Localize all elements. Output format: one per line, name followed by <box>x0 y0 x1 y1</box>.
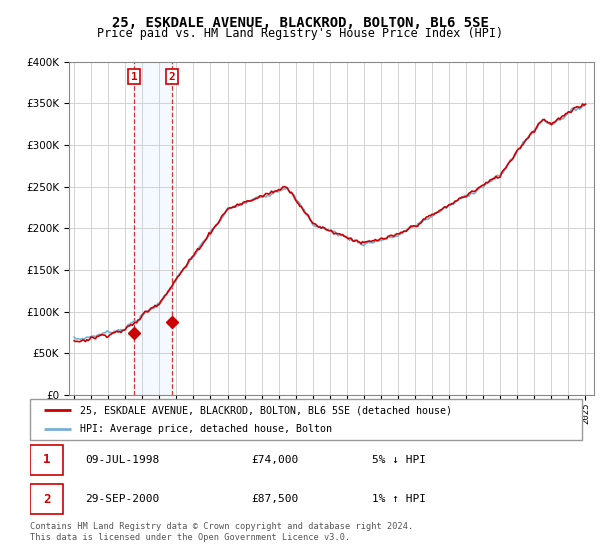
Text: 1% ↑ HPI: 1% ↑ HPI <box>372 494 426 504</box>
Text: Price paid vs. HM Land Registry's House Price Index (HPI): Price paid vs. HM Land Registry's House … <box>97 27 503 40</box>
Text: 1: 1 <box>131 72 137 82</box>
Text: £74,000: £74,000 <box>251 455 298 465</box>
Text: HPI: Average price, detached house, Bolton: HPI: Average price, detached house, Bolt… <box>80 424 332 433</box>
Text: 5% ↓ HPI: 5% ↓ HPI <box>372 455 426 465</box>
Text: This data is licensed under the Open Government Licence v3.0.: This data is licensed under the Open Gov… <box>30 533 350 542</box>
Text: 29-SEP-2000: 29-SEP-2000 <box>85 494 160 504</box>
FancyBboxPatch shape <box>30 484 63 514</box>
Text: 25, ESKDALE AVENUE, BLACKROD, BOLTON, BL6 5SE: 25, ESKDALE AVENUE, BLACKROD, BOLTON, BL… <box>112 16 488 30</box>
Text: 2: 2 <box>169 72 175 82</box>
Text: 09-JUL-1998: 09-JUL-1998 <box>85 455 160 465</box>
Text: Contains HM Land Registry data © Crown copyright and database right 2024.: Contains HM Land Registry data © Crown c… <box>30 522 413 531</box>
FancyBboxPatch shape <box>30 445 63 475</box>
Bar <box>134 62 172 395</box>
Text: 25, ESKDALE AVENUE, BLACKROD, BOLTON, BL6 5SE (detached house): 25, ESKDALE AVENUE, BLACKROD, BOLTON, BL… <box>80 405 452 415</box>
Text: 2: 2 <box>43 493 50 506</box>
FancyBboxPatch shape <box>30 399 582 440</box>
Text: £87,500: £87,500 <box>251 494 298 504</box>
Text: 1: 1 <box>43 453 50 466</box>
